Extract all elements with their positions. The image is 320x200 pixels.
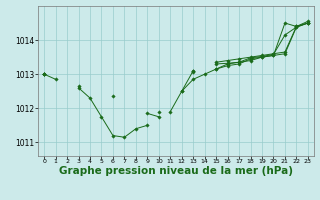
X-axis label: Graphe pression niveau de la mer (hPa): Graphe pression niveau de la mer (hPa)	[59, 166, 293, 176]
